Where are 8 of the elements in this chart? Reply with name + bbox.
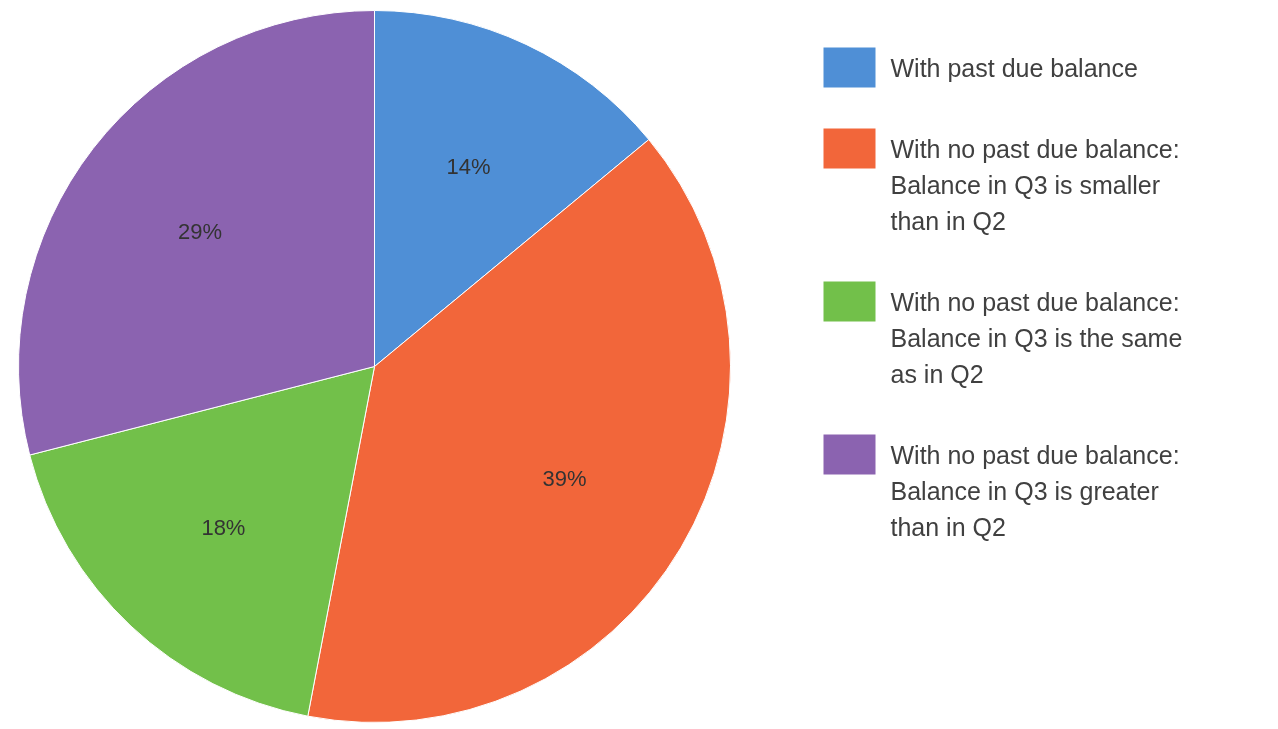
data-label: 29% (178, 218, 223, 244)
data-label: 39% (542, 466, 587, 492)
data-label: 18% (201, 514, 246, 540)
legend-label: With past due balance (890, 53, 1138, 82)
data-label: 14% (446, 154, 491, 180)
legend-label: With no past due balance: Balance in Q3 is smaller than in Q2 (890, 134, 1180, 235)
legend-label: With no past due balance: Balance in Q3 is the same as in Q2 (890, 287, 1183, 388)
legend-label: With no past due balance: Balance in Q3 is greater than in Q2 (890, 440, 1180, 541)
